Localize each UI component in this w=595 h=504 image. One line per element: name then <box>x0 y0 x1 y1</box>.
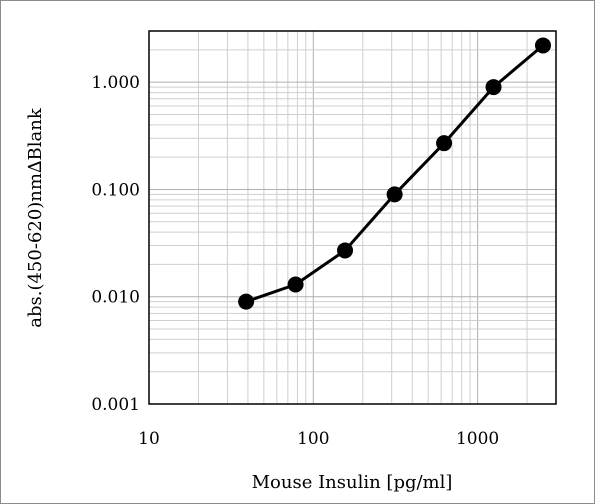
data-point <box>386 186 403 203</box>
y-tick-label: 0.010 <box>91 288 140 308</box>
y-axis-title: abs.(450-620)nm∆Blank <box>25 107 46 328</box>
data-point <box>534 37 551 54</box>
data-point <box>238 293 255 310</box>
x-tick-label: 1000 <box>456 429 499 449</box>
x-tick-label: 10 <box>138 429 160 449</box>
x-axis-title: Mouse Insulin [pg/ml] <box>252 472 453 493</box>
data-series <box>238 37 551 310</box>
y-tick-label: 1.000 <box>91 73 140 93</box>
tick-labels: 10 100 1000 0.001 0.010 0.100 1.000 <box>91 73 499 449</box>
y-tick-label: 0.100 <box>91 180 140 200</box>
y-tick-label: 0.001 <box>91 395 140 415</box>
plot-area <box>148 30 557 405</box>
data-point <box>337 242 354 259</box>
data-point <box>485 79 502 96</box>
data-point <box>287 276 304 293</box>
grid-lines <box>149 31 556 404</box>
x-tick-label: 100 <box>297 429 329 449</box>
data-point <box>436 135 453 152</box>
